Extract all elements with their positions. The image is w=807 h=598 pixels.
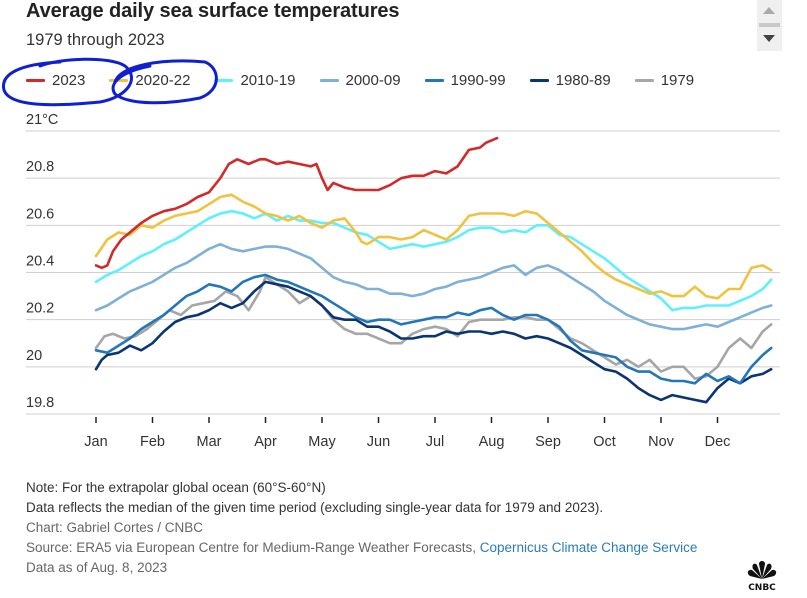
x-tick-label: Dec [705, 434, 731, 450]
scroll-track[interactable] [759, 23, 780, 27]
logo-text: CNBC [748, 583, 776, 592]
series-line-1990-99[interactable] [94, 273, 773, 385]
legend-label: 1979 [660, 72, 695, 89]
cnbc-peacock-logo: CNBC [747, 561, 777, 592]
series-line-2010-19[interactable] [94, 209, 773, 312]
scroll-down-icon[interactable] [763, 35, 775, 42]
x-tick-label: May [308, 434, 336, 450]
legend-label: 1980-89 [555, 72, 611, 89]
chart-footer: Note: For the extrapolar global ocean (6… [26, 478, 746, 578]
y-tick-label: 19.8 [26, 395, 54, 411]
y-tick-label: 21°C [26, 112, 58, 128]
legend-label: 2000-09 [345, 72, 401, 89]
series-line-2020-22[interactable] [94, 193, 773, 300]
x-tick-label: Sep [535, 434, 561, 450]
x-tick-label: Mar [197, 434, 222, 450]
line-chart: 21°C 20.8 20.6 20.4 20.2 20 19.8 Jan Feb Mar Apr Ma… [26, 112, 780, 450]
legend-swatch [26, 79, 45, 82]
x-tick-label: Apr [254, 434, 277, 450]
footer-source-text: Source: ERA5 via European Centre for Med… [26, 540, 480, 555]
x-tick-label: Aug [479, 434, 505, 450]
x-tick-label: Jun [367, 434, 390, 450]
x-tick-label: Feb [140, 434, 165, 450]
copernicus-link[interactable]: Copernicus Climate Change Service [479, 540, 698, 555]
x-tick-label: Nov [648, 434, 675, 450]
x-tick-label: Oct [593, 434, 616, 450]
footer-note: Note: For the extrapolar global ocean (6… [26, 480, 326, 495]
chart-legend: 2023 2020-22 2010-19 2000-09 1990-99 198… [26, 72, 718, 89]
peacock-icon [747, 561, 777, 579]
legend-label: 2020-22 [135, 72, 191, 89]
legend-swatch [529, 79, 549, 82]
y-tick-label: 20 [26, 348, 42, 364]
legend-swatch [634, 79, 654, 82]
series-line-2000-09[interactable] [94, 242, 773, 331]
legend-swatch [424, 79, 444, 82]
legend-item-1979[interactable]: 1979 [634, 72, 695, 89]
legend-label: 2010-19 [240, 72, 296, 89]
legend-label: 1990-99 [450, 72, 506, 89]
series-line-1979[interactable] [94, 275, 773, 380]
y-tick-label: 20.2 [26, 301, 54, 317]
x-tick-label: Jul [426, 434, 445, 450]
chart-subtitle: 1979 through 2023 [26, 31, 165, 49]
legend-item-2010-19[interactable]: 2010-19 [214, 72, 296, 89]
chart-title: Average daily sea surface temperatures [26, 0, 400, 22]
scroll-up-icon[interactable] [763, 7, 775, 14]
legend-item-2020-22[interactable]: 2020-22 [109, 72, 190, 89]
x-tick-label: Jan [84, 434, 107, 450]
scroll-control[interactable] [757, 0, 782, 51]
legend-label: 2023 [52, 72, 86, 89]
legend-item-2000-09[interactable]: 2000-09 [319, 72, 401, 89]
legend-item-1990-99[interactable]: 1990-99 [424, 72, 506, 89]
legend-item-1980-89[interactable]: 1980-89 [529, 72, 611, 89]
legend-item-2023[interactable]: 2023 [26, 72, 85, 89]
legend-swatch [319, 79, 339, 82]
y-tick-label: 20.4 [26, 254, 54, 270]
footer-data-as-of: Data as of Aug. 8, 2023 [26, 560, 168, 575]
series-line-1980-89[interactable] [94, 280, 773, 404]
footer-credit: Chart: Gabriel Cortes / CNBC [26, 520, 204, 535]
footer-data-note: Data reflects the median of the given ti… [26, 500, 604, 515]
y-tick-label: 20.8 [26, 159, 54, 175]
legend-swatch [109, 79, 129, 82]
footer-source: Source: ERA5 via European Centre for Med… [26, 538, 746, 558]
series-line-2023[interactable] [94, 136, 499, 270]
legend-swatch [214, 79, 234, 82]
y-tick-label: 20.6 [26, 206, 54, 222]
